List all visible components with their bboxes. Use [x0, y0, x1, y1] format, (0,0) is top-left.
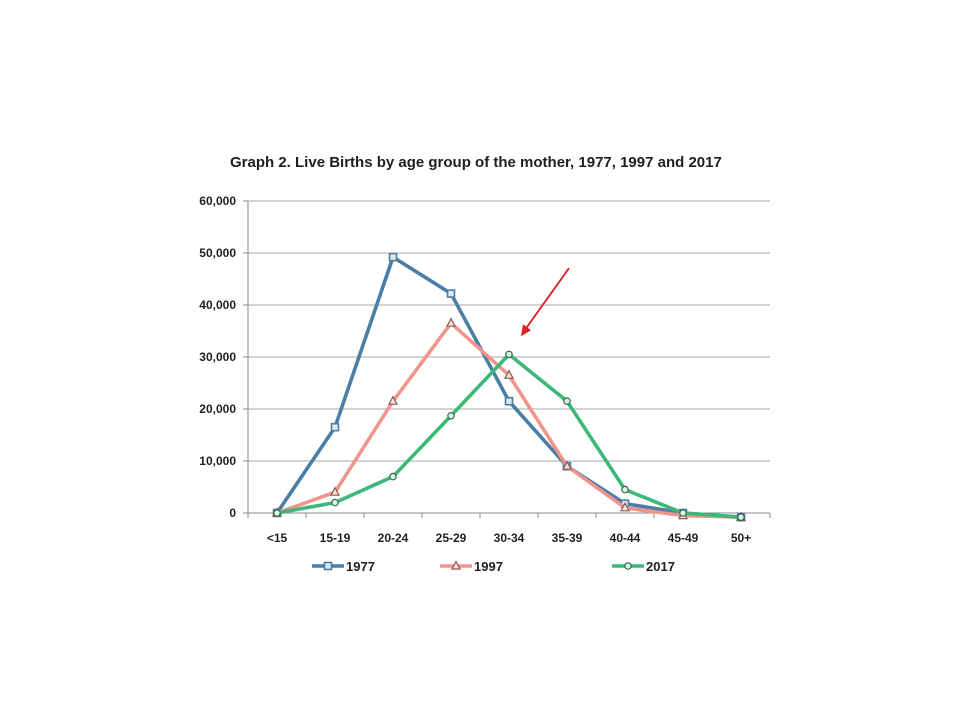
- data-point: [388, 395, 398, 405]
- data-point: [620, 502, 630, 512]
- data-point: [504, 396, 514, 406]
- series-2017: [273, 350, 745, 521]
- data-point: [505, 350, 513, 359]
- legend-label: 1977: [346, 559, 375, 574]
- series-line-2017: [275, 352, 743, 519]
- data-point: [621, 485, 629, 494]
- data-point: [389, 472, 397, 481]
- x-tick-label: 35-39: [552, 531, 583, 545]
- data-point: [679, 509, 687, 517]
- arrow-head: [521, 324, 531, 337]
- data-point: [737, 513, 745, 521]
- y-tick-label: 30,000: [199, 350, 236, 364]
- x-tick-label: 45-49: [668, 531, 699, 545]
- y-axis-ticks: 0 10,000 20,000 30,000 40,000 50,000 60,000: [199, 194, 236, 520]
- data-point: [331, 498, 339, 507]
- data-point: [563, 397, 571, 406]
- y-tick-label: 10,000: [199, 454, 236, 468]
- y-tick-label: 20,000: [199, 402, 236, 416]
- series-line-1977: [275, 255, 743, 519]
- chart-title: Graph 2. Live Births by age group of the…: [230, 154, 722, 171]
- data-point: [447, 411, 455, 420]
- y-tick-label: 60,000: [199, 194, 236, 208]
- x-tick-label: 25-29: [436, 531, 467, 545]
- x-tick-label: <15: [267, 531, 288, 545]
- y-tick-label: 0: [229, 506, 236, 520]
- legend-label: 1997: [474, 559, 503, 574]
- legend-label: 2017: [646, 559, 675, 574]
- series-1997: [272, 317, 746, 521]
- data-point: [388, 252, 398, 262]
- legend: 1977 1997 2017: [312, 559, 675, 574]
- legend-marker: [323, 561, 333, 571]
- x-tick-label: 15-19: [320, 531, 351, 545]
- annotation-arrow: [521, 267, 570, 337]
- gridlines: [248, 200, 770, 462]
- arrow-shaft: [523, 267, 570, 332]
- x-tick-label: 40-44: [610, 531, 641, 545]
- y-tick-label: 40,000: [199, 298, 236, 312]
- series-group: [272, 252, 746, 522]
- data-point: [273, 509, 281, 517]
- x-tick-label: 20-24: [378, 531, 409, 545]
- data-point: [330, 486, 340, 496]
- data-point: [330, 422, 340, 432]
- y-tick-label: 50,000: [199, 246, 236, 260]
- legend-item-1977: 1977: [312, 559, 375, 574]
- legend-item-1997: 1997: [440, 559, 503, 574]
- x-axis-ticks: <15 15-19 20-24 25-29 30-34 35-39 40-44 45-49 50…: [267, 531, 751, 545]
- data-point: [562, 460, 572, 470]
- data-point: [504, 369, 514, 379]
- data-point: [446, 317, 456, 327]
- legend-marker: [451, 560, 461, 570]
- x-tick-label: 50+: [731, 531, 751, 545]
- data-point: [446, 289, 456, 298]
- x-tick-label: 30-34: [494, 531, 525, 545]
- legend-item-2017: 2017: [612, 559, 675, 574]
- legend-marker: [624, 562, 632, 570]
